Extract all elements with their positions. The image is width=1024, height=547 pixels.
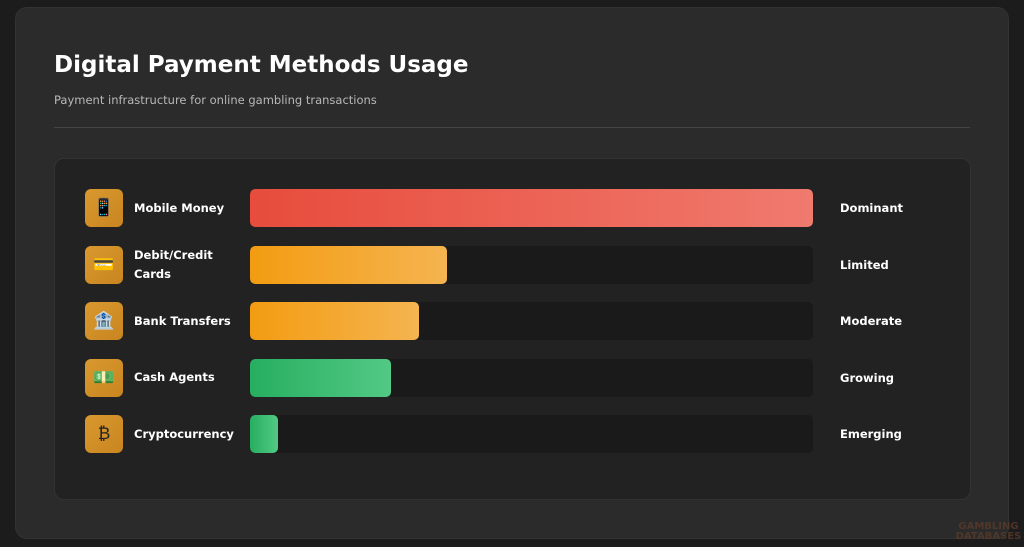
bar-row: 💳 Debit/Credit Cards Limited (85, 245, 945, 284)
bar-track (250, 415, 813, 453)
status-label: Limited (840, 257, 889, 272)
bar-track (250, 358, 813, 397)
bar-row: 🏦 Bank Transfers Moderate (85, 302, 945, 340)
bank-icon: 🏦 (85, 302, 123, 340)
bar-track (250, 302, 813, 340)
page-title: Digital Payment Methods Usage (54, 52, 469, 78)
status-label: Growing (840, 370, 894, 385)
bar-row: 💵 Cash Agents Growing (85, 358, 945, 397)
bar-row: 📱 Mobile Money Dominant (85, 189, 945, 227)
cash-icon: 💵 (85, 358, 123, 397)
bar-track (250, 245, 813, 284)
bar (250, 245, 448, 284)
bar-label: Cryptocurrency (134, 426, 234, 441)
bar-label: Mobile Money (134, 200, 225, 215)
bar-label: Cash Agents (134, 370, 215, 384)
bar (250, 415, 279, 453)
status-label: Moderate (840, 314, 903, 328)
divider (54, 127, 970, 128)
bar (250, 358, 391, 397)
bar (250, 189, 813, 227)
mobile-phone-icon: 📱 (85, 189, 123, 227)
status-label: Emerging (840, 427, 902, 441)
bar (250, 302, 419, 340)
bar-label: Bank Transfers (134, 313, 231, 328)
bitcoin-icon: ₿ (85, 415, 123, 453)
watermark-logo: GAMBLING DATABASES (955, 521, 1022, 542)
credit-card-icon: 💳 (85, 245, 123, 284)
status-label: Dominant (840, 201, 904, 215)
bar-row: ₿ Cryptocurrency Emerging (85, 415, 945, 453)
bar-track (250, 189, 813, 227)
page-subtitle: Payment infrastructure for online gambli… (54, 93, 377, 107)
card: Digital Payment Methods Usage Payment in… (15, 7, 1009, 539)
bar-label: Debit/Credit Cards (134, 247, 213, 281)
chart-panel: 📱 Mobile Money Dominant 💳 Debit/Credit Cards… (54, 158, 971, 500)
